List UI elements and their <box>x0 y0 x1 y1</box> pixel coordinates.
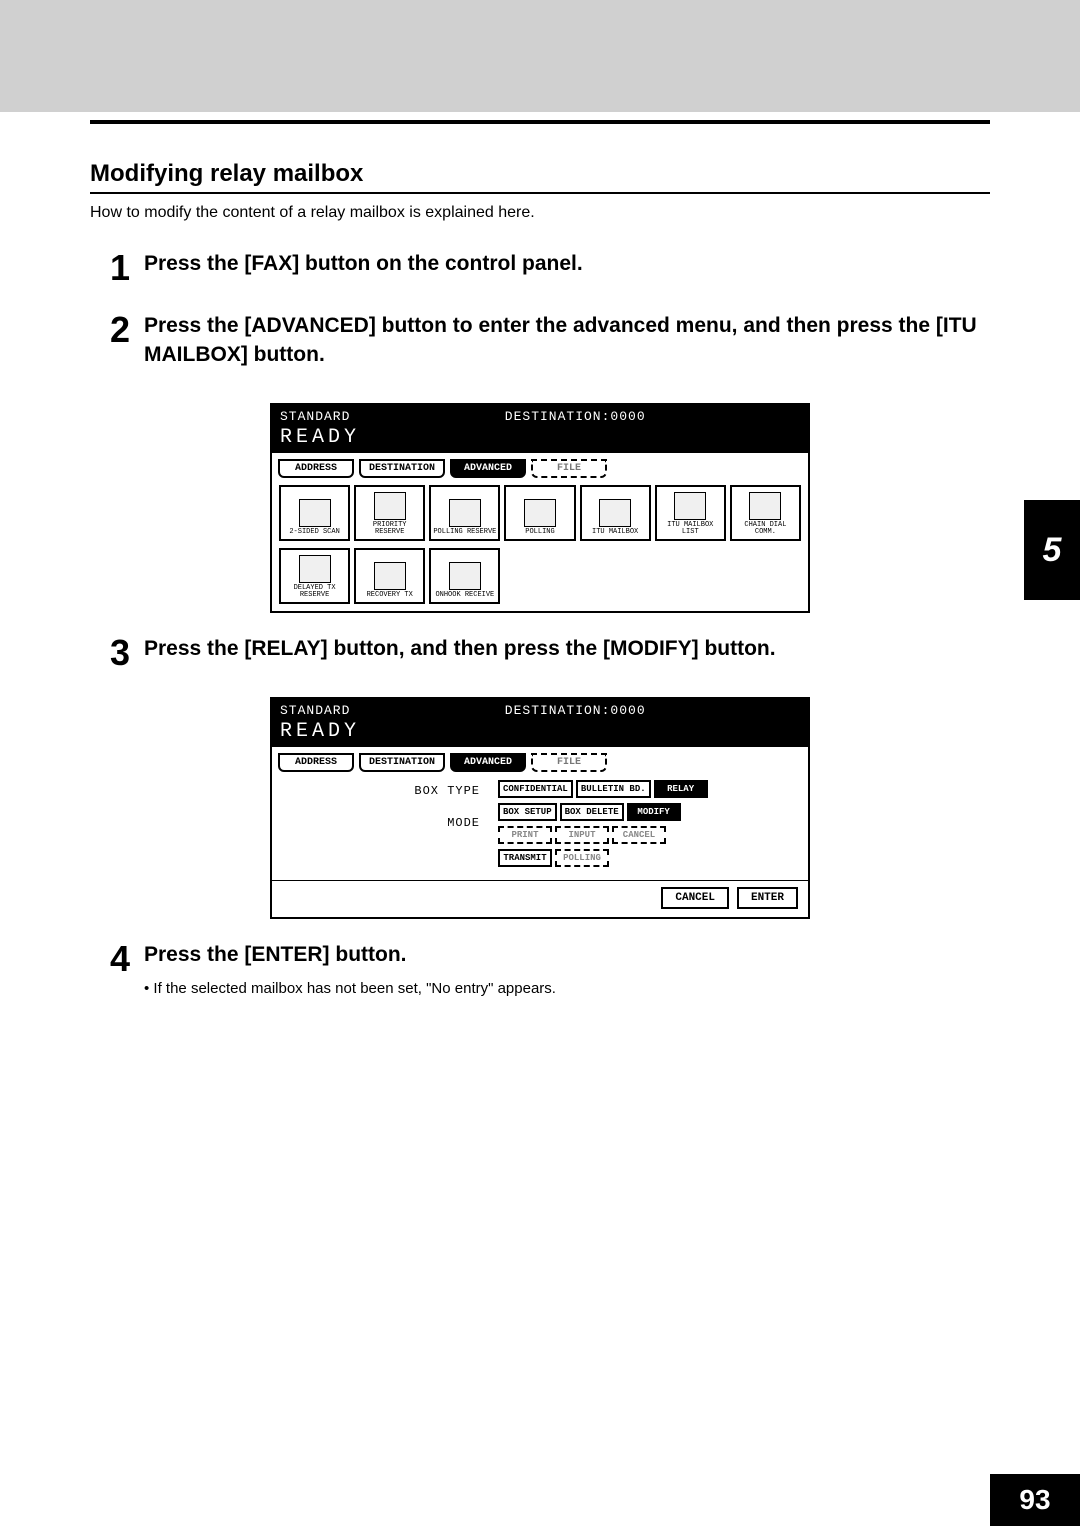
step-title: Press the [ENTER] button. <box>144 941 990 969</box>
top-rule <box>90 120 990 124</box>
btn-transmit[interactable]: TRANSMIT <box>498 849 552 867</box>
label-ready: READY <box>280 720 800 743</box>
btn-cancel-small: CANCEL <box>612 826 666 844</box>
label-ready: READY <box>280 426 800 449</box>
label-standard: STANDARD <box>280 703 350 718</box>
content-area: Modifying relay mailbox How to modify th… <box>0 112 1080 997</box>
screen-body: BOX TYPE MODE CONFIDENTIAL BULLETIN BD. … <box>272 772 808 880</box>
btn-input: INPUT <box>555 826 609 844</box>
label-mode: MODE <box>280 816 480 830</box>
step-2: 2 Press the [ADVANCED] button to enter t… <box>110 312 990 379</box>
btn-chain-dial[interactable]: CHAIN DIAL COMM. <box>730 485 801 541</box>
btn-delayed-tx[interactable]: DELAYED TX RESERVE <box>279 548 350 604</box>
tab-address[interactable]: ADDRESS <box>278 459 354 478</box>
page-top-gray-band <box>0 0 1080 112</box>
polling-reserve-icon <box>449 499 481 527</box>
delayed-tx-icon <box>299 555 331 583</box>
label-destination-count: DESTINATION:0000 <box>505 409 646 424</box>
step-number: 3 <box>110 635 144 673</box>
step-number: 1 <box>110 250 144 288</box>
footer-buttons: CANCEL ENTER <box>272 880 808 917</box>
advanced-icon-grid-row2: DELAYED TX RESERVE RECOVERY TX ONHOOK RE… <box>272 548 808 611</box>
tab-bar: ADDRESS DESTINATION ADVANCED FILE <box>272 747 808 772</box>
screen-header: STANDARD DESTINATION:0000 READY <box>272 699 808 747</box>
btn-polling[interactable]: POLLING <box>504 485 575 541</box>
chain-dial-icon <box>749 492 781 520</box>
label-destination-count: DESTINATION:0000 <box>505 703 646 718</box>
onhook-icon <box>449 562 481 590</box>
btn-relay[interactable]: RELAY <box>654 780 708 798</box>
btn-recovery-tx[interactable]: RECOVERY TX <box>354 548 425 604</box>
chapter-tab: 5 <box>1024 500 1080 600</box>
btn-cancel[interactable]: CANCEL <box>661 887 729 909</box>
tab-destination[interactable]: DESTINATION <box>359 753 445 772</box>
btn-box-delete[interactable]: BOX DELETE <box>560 803 624 821</box>
step-title: Press the [ADVANCED] button to enter the… <box>144 312 990 369</box>
btn-enter[interactable]: ENTER <box>737 887 798 909</box>
step-1: 1 Press the [FAX] button on the control … <box>110 250 990 288</box>
lcd-screenshot-advanced: STANDARD DESTINATION:0000 READY ADDRESS … <box>270 403 810 613</box>
tab-destination[interactable]: DESTINATION <box>359 459 445 478</box>
tab-address[interactable]: ADDRESS <box>278 753 354 772</box>
btn-priority-reserve[interactable]: PRIORITY RESERVE <box>354 485 425 541</box>
scan-icon <box>299 499 331 527</box>
btn-itu-mailbox-list[interactable]: ITU MAILBOX LIST <box>655 485 726 541</box>
label-standard: STANDARD <box>280 409 350 424</box>
btn-polling-reserve[interactable]: POLLING RESERVE <box>429 485 500 541</box>
page-number: 93 <box>990 1474 1080 1526</box>
buttons-column: CONFIDENTIAL BULLETIN BD. RELAY BOX SETU… <box>498 780 800 872</box>
recovery-tx-icon <box>374 562 406 590</box>
btn-2sided-scan[interactable]: 2-SIDED SCAN <box>279 485 350 541</box>
step-4: 4 Press the [ENTER] button. If the selec… <box>110 941 990 996</box>
section-title: Modifying relay mailbox <box>90 160 990 194</box>
tab-advanced[interactable]: ADVANCED <box>450 753 526 772</box>
btn-print: PRINT <box>498 826 552 844</box>
btn-itu-mailbox[interactable]: ITU MAILBOX <box>580 485 651 541</box>
label-boxtype: BOX TYPE <box>280 784 480 798</box>
tab-file[interactable]: FILE <box>531 459 607 478</box>
step-3: 3 Press the [RELAY] button, and then pre… <box>110 635 990 673</box>
tab-bar: ADDRESS DESTINATION ADVANCED FILE <box>272 453 808 478</box>
step-title: Press the [RELAY] button, and then press… <box>144 635 990 663</box>
step-title: Press the [FAX] button on the control pa… <box>144 250 990 278</box>
step-note: If the selected mailbox has not been set… <box>144 980 990 997</box>
screen-header: STANDARD DESTINATION:0000 READY <box>272 405 808 453</box>
lcd-screenshot-relay: STANDARD DESTINATION:0000 READY ADDRESS … <box>270 697 810 919</box>
btn-onhook-receive[interactable]: ONHOOK RECEIVE <box>429 548 500 604</box>
section-intro: How to modify the content of a relay mai… <box>90 204 990 222</box>
btn-confidential[interactable]: CONFIDENTIAL <box>498 780 573 798</box>
labels-column: BOX TYPE MODE <box>280 780 480 872</box>
polling-icon <box>524 499 556 527</box>
tab-file[interactable]: FILE <box>531 753 607 772</box>
btn-polling-small: POLLING <box>555 849 609 867</box>
btn-modify[interactable]: MODIFY <box>627 803 681 821</box>
mailbox-list-icon <box>674 492 706 520</box>
priority-icon <box>374 492 406 520</box>
btn-box-setup[interactable]: BOX SETUP <box>498 803 557 821</box>
advanced-icon-grid-row1: 2-SIDED SCAN PRIORITY RESERVE POLLING RE… <box>272 478 808 548</box>
tab-advanced[interactable]: ADVANCED <box>450 459 526 478</box>
mailbox-icon <box>599 499 631 527</box>
btn-bulletin[interactable]: BULLETIN BD. <box>576 780 651 798</box>
step-number: 2 <box>110 312 144 379</box>
step-number: 4 <box>110 941 144 996</box>
